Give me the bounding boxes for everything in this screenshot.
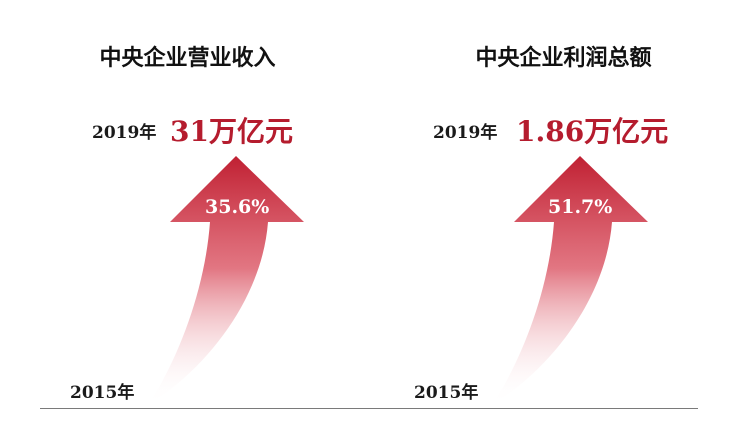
revenue-value: 31万亿元 — [170, 115, 293, 148]
profit-value: 1.86万亿元 — [516, 115, 669, 148]
profit-growth-label: 51.7% — [548, 196, 613, 218]
profit-panel: 中央企业利润总额 2019年 1.86万亿元 51.7% 2015年 — [376, 0, 751, 448]
revenue-growth-label: 35.6% — [205, 196, 270, 218]
profit-year-end: 2019年 — [433, 123, 498, 143]
profit-year-start: 2015年 — [414, 383, 479, 403]
revenue-title: 中央企业营业收入 — [99, 46, 276, 71]
revenue-growth-arrow — [148, 156, 304, 405]
revenue-panel: 中央企业营业收入 2019年 31万亿元 35.6% 2015年 — [0, 0, 375, 448]
revenue-year-end: 2019年 — [92, 123, 157, 143]
revenue-year-start: 2015年 — [70, 383, 135, 403]
profit-title: 中央企业利润总额 — [475, 46, 652, 71]
baseline-divider — [40, 408, 698, 409]
profit-growth-arrow — [492, 156, 648, 405]
